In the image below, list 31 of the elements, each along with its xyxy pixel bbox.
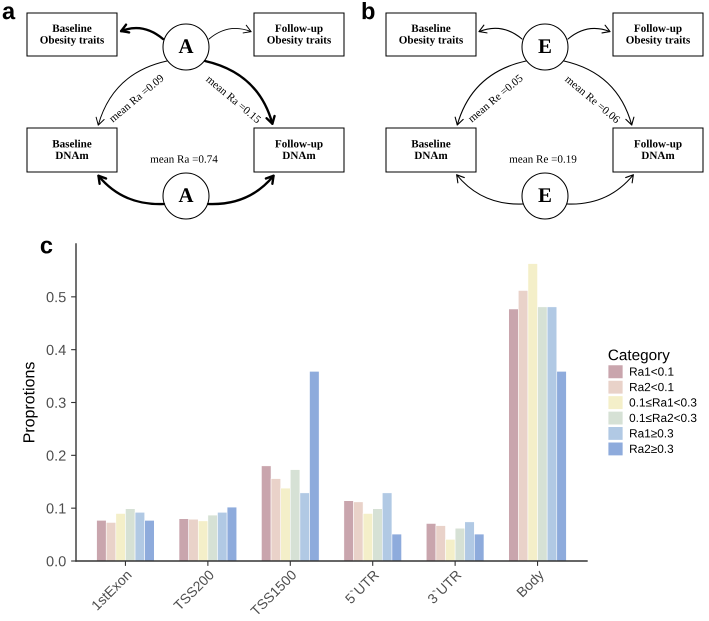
y-tick-label: 0.0: [46, 556, 66, 566]
y-tick-label: 0.5: [46, 292, 66, 302]
text: Baseline DNAm: [52, 140, 92, 160]
text: E: [538, 39, 551, 54]
legend-label: 0.1≤Ra1<0.3: [630, 398, 696, 407]
y-axis-title: Proprotions: [22, 362, 38, 442]
chart-title: c: [40, 240, 52, 254]
text: Baseline Obesity traits: [399, 24, 463, 46]
text: b: [362, 2, 374, 20]
text: Baseline Obesity traits: [40, 24, 104, 46]
text: E: [538, 188, 551, 202]
text: Follow-up Obesity traits: [267, 24, 331, 46]
legend-label: Ra2≥0.3: [630, 444, 674, 453]
text: Baseline DNAm: [411, 140, 450, 160]
text: mean Re =0.19: [509, 155, 576, 163]
text: Follow-up DNAm: [634, 140, 682, 160]
y-tick-label: 0.2: [46, 450, 66, 461]
legend-label: 0.1≤Ra2<0.3: [630, 414, 696, 422]
text: A: [178, 188, 194, 202]
y-tick-label: 0.3: [46, 398, 66, 408]
y-tick-label: 0.4: [46, 344, 66, 356]
text: mean Ra =0.74: [150, 155, 218, 163]
legend-label: Ra1≥0.3: [630, 429, 674, 438]
text: a: [2, 6, 16, 20]
text: Follow-up DNAm: [275, 140, 323, 160]
legend-title: Category: [608, 349, 670, 364]
y-tick-label: 0.1: [46, 503, 66, 514]
text: Follow-up Obesity traits: [626, 24, 690, 46]
legend-label: Ra2<0.1: [630, 382, 674, 392]
text: A: [178, 39, 194, 54]
legend-label: Ra1<0.1: [630, 367, 674, 376]
